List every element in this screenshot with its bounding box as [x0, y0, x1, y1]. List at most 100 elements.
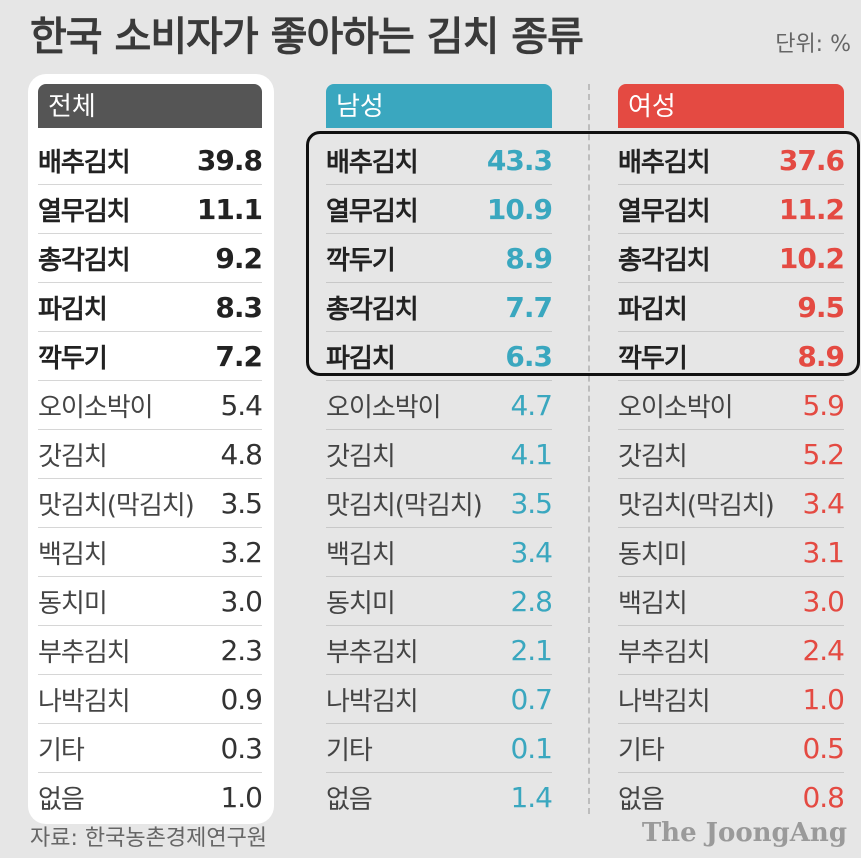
table-row: 배추김치 37.6 [618, 136, 845, 185]
kimchi-value: 5.9 [802, 388, 845, 422]
column-divider [588, 84, 590, 814]
kimchi-value: 1.0 [802, 682, 845, 716]
kimchi-name: 열무김치 [38, 196, 131, 227]
table-row: 배추김치 39.8 [38, 136, 263, 185]
table-row: 없음 1.4 [326, 773, 553, 822]
table-row: 배추김치 43.3 [326, 136, 553, 185]
kimchi-value: 9.5 [797, 290, 845, 324]
kimchi-value: 1.0 [220, 781, 263, 814]
kimchi-name: 깍두기 [38, 343, 108, 374]
kimchi-name: 없음 [326, 785, 373, 815]
kimchi-name: 기타 [38, 735, 85, 766]
table-row: 오이소박이 5.4 [38, 381, 263, 430]
kimchi-value: 11.2 [778, 192, 845, 226]
kimchi-name: 동치미 [618, 539, 688, 570]
table-row: 나박김치 1.0 [618, 675, 845, 724]
kimchi-value: 3.5 [510, 486, 553, 520]
page-title: 한국 소비자가 좋아하는 김치 종류 [30, 14, 584, 60]
kimchi-value: 3.0 [220, 584, 263, 618]
kimchi-name: 깍두기 [326, 245, 396, 276]
kimchi-value: 3.4 [510, 535, 553, 569]
kimchi-value: 2.1 [510, 633, 553, 667]
kimchi-name: 동치미 [38, 588, 108, 619]
kimchi-name: 파김치 [38, 294, 108, 325]
kimchi-name: 부추김치 [326, 637, 419, 668]
table-row: 열무김치 11.2 [618, 185, 845, 234]
kimchi-name: 열무김치 [326, 196, 419, 227]
column-total: 전체 배추김치 39.8 열무김치 11.1 총각김치 9.2 파김치 8.3 깍두기 7.2 오이… [38, 84, 263, 822]
kimchi-name: 배추김치 [38, 147, 131, 178]
table-row: 부추김치 2.3 [38, 626, 263, 675]
kimchi-name: 오이소박이 [618, 392, 734, 423]
kimchi-value: 37.6 [778, 143, 845, 177]
kimchi-name: 총각김치 [326, 294, 419, 325]
kimchi-value: 3.1 [802, 535, 845, 569]
kimchi-value: 4.8 [220, 437, 263, 471]
kimchi-value: 8.9 [505, 241, 553, 275]
kimchi-name: 갓김치 [326, 441, 396, 472]
table-row: 열무김치 11.1 [38, 185, 263, 234]
kimchi-value: 5.2 [802, 437, 845, 471]
kimchi-name: 오이소박이 [38, 392, 154, 423]
kimchi-value: 3.5 [220, 486, 263, 520]
kimchi-value: 11.1 [196, 192, 263, 226]
kimchi-value: 2.4 [802, 633, 845, 667]
table-row: 동치미 3.0 [38, 577, 263, 626]
kimchi-value: 8.3 [215, 290, 263, 324]
kimchi-name: 깍두기 [618, 343, 688, 374]
kimchi-value: 8.9 [797, 339, 845, 373]
table-row: 부추김치 2.1 [326, 626, 553, 675]
kimchi-name: 파김치 [618, 294, 688, 325]
kimchi-value: 0.8 [802, 781, 845, 814]
table-row: 없음 1.0 [38, 773, 263, 822]
table-row: 동치미 2.8 [326, 577, 553, 626]
kimchi-name: 동치미 [326, 588, 396, 619]
table-row: 백김치 3.0 [618, 577, 845, 626]
kimchi-name: 부추김치 [618, 637, 711, 668]
table-row: 오이소박이 5.9 [618, 381, 845, 430]
table-row: 부추김치 2.4 [618, 626, 845, 675]
table-row: 나박김치 0.9 [38, 675, 263, 724]
table-row: 백김치 3.4 [326, 528, 553, 577]
kimchi-name: 맛김치(막김치) [326, 490, 483, 521]
source-note: 자료: 한국농촌경제연구원 [30, 826, 268, 851]
table-row: 총각김치 10.2 [618, 234, 845, 283]
kimchi-value: 9.2 [215, 241, 263, 275]
table-row: 갓김치 4.8 [38, 430, 263, 479]
kimchi-name: 파김치 [326, 343, 396, 374]
kimchi-value: 5.4 [220, 388, 263, 422]
kimchi-value: 7.7 [505, 290, 553, 324]
kimchi-name: 없음 [618, 785, 665, 815]
kimchi-value: 3.2 [220, 535, 263, 569]
kimchi-name: 열무김치 [618, 196, 711, 227]
kimchi-name: 백김치 [326, 539, 396, 570]
rows-female: 배추김치 37.6 열무김치 11.2 총각김치 10.2 파김치 9.5 깍두기 8.9 오이소박… [618, 136, 845, 822]
table-row: 파김치 8.3 [38, 283, 263, 332]
kimchi-name: 오이소박이 [326, 392, 442, 423]
publisher-logo: The JoongAng [641, 818, 847, 848]
table-row: 백김치 3.2 [38, 528, 263, 577]
kimchi-name: 나박김치 [326, 686, 419, 717]
table-row: 기타 0.5 [618, 724, 845, 773]
kimchi-value: 0.3 [220, 731, 263, 765]
table-row: 맛김치(막김치) 3.5 [326, 479, 553, 528]
table-row: 갓김치 4.1 [326, 430, 553, 479]
kimchi-value: 4.1 [510, 437, 553, 471]
kimchi-value: 39.8 [196, 143, 263, 177]
table-row: 맛김치(막김치) 3.4 [618, 479, 845, 528]
table-row: 동치미 3.1 [618, 528, 845, 577]
kimchi-name: 백김치 [618, 588, 688, 619]
unit-label: 단위: % [775, 32, 851, 57]
kimchi-name: 기타 [618, 735, 665, 766]
kimchi-value: 0.1 [510, 731, 553, 765]
table-row: 오이소박이 4.7 [326, 381, 553, 430]
kimchi-value: 6.3 [505, 339, 553, 373]
table-row: 열무김치 10.9 [326, 185, 553, 234]
kimchi-value: 43.3 [486, 143, 553, 177]
table-row: 깍두기 8.9 [326, 234, 553, 283]
kimchi-value: 10.2 [778, 241, 845, 275]
table-row: 갓김치 5.2 [618, 430, 845, 479]
column-header-total: 전체 [38, 84, 262, 128]
kimchi-name: 나박김치 [38, 686, 131, 717]
kimchi-value: 2.8 [510, 584, 553, 618]
